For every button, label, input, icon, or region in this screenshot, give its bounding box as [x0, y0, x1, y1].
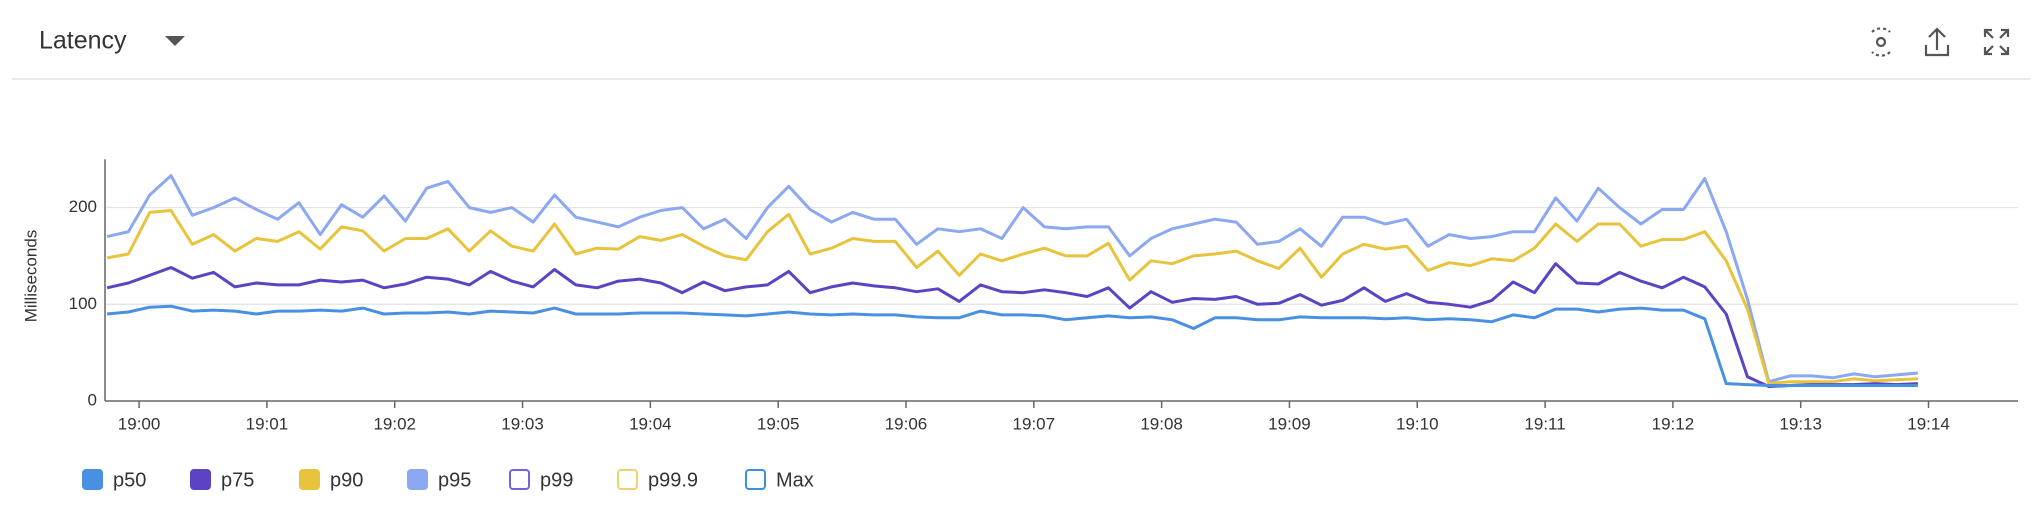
y-axis-label: Milliseconds [21, 230, 40, 323]
x-tick-label: 19:07 [1013, 414, 1056, 433]
legend-swatch [190, 469, 211, 490]
x-tick-label: 19:13 [1779, 414, 1822, 433]
legend-swatch [82, 469, 103, 490]
legend-swatch [745, 469, 766, 490]
x-tick-label: 19:04 [629, 414, 672, 433]
legend-label: p75 [221, 469, 254, 491]
x-tick-label: 19:12 [1652, 414, 1695, 433]
legend-label: p50 [113, 469, 146, 491]
legend-label: p99.9 [648, 469, 698, 491]
legend-item[interactable]: p90 [299, 469, 363, 491]
x-tick-label: 19:11 [1524, 414, 1565, 433]
x-tick-label: 19:01 [246, 414, 289, 433]
export-icon[interactable] [1924, 27, 1950, 57]
x-tick-label: 19:05 [757, 414, 800, 433]
x-tick-label: 19:02 [373, 414, 416, 433]
y-tick-label: 100 [69, 294, 97, 313]
x-tick-label: 19:08 [1140, 414, 1183, 433]
legend-item[interactable]: p99 [509, 469, 573, 491]
legend-item[interactable]: p99.9 [617, 469, 698, 491]
legend-label: p95 [438, 469, 471, 491]
live-icon[interactable] [1871, 27, 1891, 57]
toolbar [1871, 27, 2010, 57]
dropdown-icon[interactable] [165, 36, 185, 46]
legend-item[interactable]: Max [745, 469, 814, 491]
legend-swatch [617, 469, 638, 490]
legend-item[interactable]: p50 [82, 469, 146, 491]
legend-swatch [407, 469, 428, 490]
x-tick-label: 19:06 [885, 414, 928, 433]
legend-swatch [509, 469, 530, 490]
legend-item[interactable]: p95 [407, 469, 471, 491]
x-tick-label: 19:00 [118, 414, 161, 433]
x-tick-label: 19:10 [1396, 414, 1439, 433]
legend-swatch [299, 469, 320, 490]
legend-label: p90 [330, 469, 363, 491]
series-line [106, 304, 1918, 387]
x-tick-label: 19:14 [1907, 414, 1950, 433]
series-line [106, 262, 1918, 388]
legend-label: p99 [540, 469, 573, 491]
x-tick-label: 19:09 [1268, 414, 1311, 433]
chart-title: Latency [39, 27, 127, 55]
x-tick-label: 19:03 [501, 414, 544, 433]
legend-label: Max [776, 469, 814, 491]
series-line [106, 209, 1918, 386]
expand-icon[interactable] [1983, 28, 2010, 56]
y-tick-label: 0 [88, 390, 97, 409]
series-line [106, 174, 1919, 384]
y-tick-label: 200 [69, 197, 97, 216]
legend-item[interactable]: p75 [190, 469, 254, 491]
